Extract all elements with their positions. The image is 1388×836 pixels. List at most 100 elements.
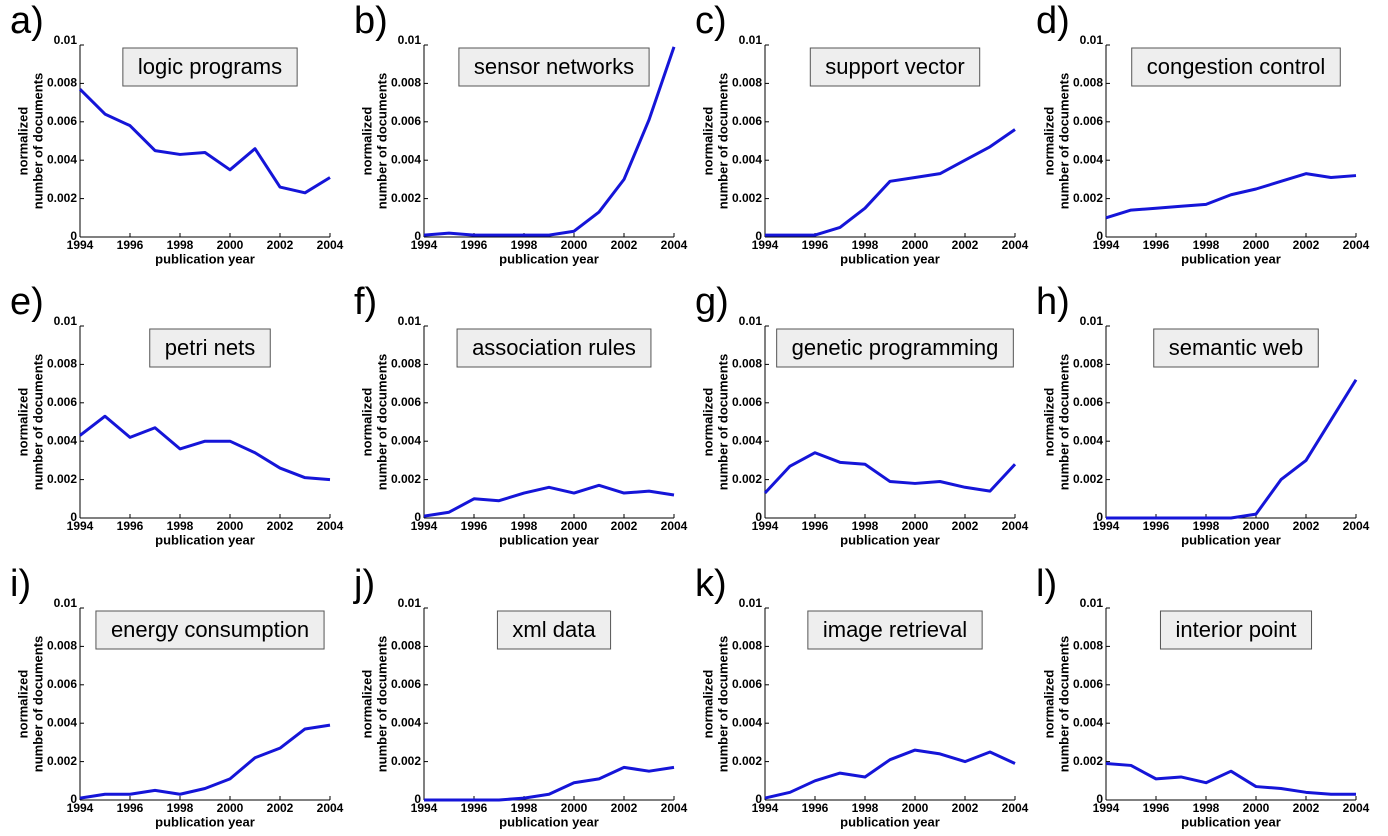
panel-label: d) <box>1036 0 1070 42</box>
data-line <box>1106 378 1358 520</box>
panel-label: b) <box>354 0 388 42</box>
x-tick-label: 1994 <box>67 519 94 533</box>
y-tick-label: 0.006 <box>732 677 762 691</box>
y-tick-label: 0.002 <box>391 472 421 486</box>
data-line <box>763 451 1017 495</box>
y-axis-label: number of documents <box>374 354 389 491</box>
x-tick-label: 1994 <box>752 238 779 252</box>
y-tick-label: 0.008 <box>47 76 77 90</box>
y-tick-label: 0.01 <box>1080 33 1104 47</box>
y-tick-label: 0.002 <box>1073 191 1103 205</box>
x-tick-label: 1998 <box>852 238 879 252</box>
x-tick-label: 2002 <box>1293 801 1320 815</box>
y-tick-label: 0 <box>755 229 762 243</box>
y-axis-label: number of documents <box>1056 636 1071 773</box>
x-tick-label: 1996 <box>117 238 144 252</box>
y-tick-label: 0 <box>1096 510 1103 524</box>
y-axis-label: normalized <box>700 670 715 739</box>
chart-title: image retrieval <box>823 617 967 642</box>
x-tick-label: 2002 <box>611 519 638 533</box>
x-tick-label: 1994 <box>1093 238 1120 252</box>
data-line <box>764 748 1016 800</box>
y-tick-label: 0.008 <box>47 357 77 371</box>
y-axis-label: normalized <box>1041 107 1056 176</box>
y-tick-label: 0.004 <box>732 715 762 729</box>
y-axis-label: number of documents <box>1056 73 1071 210</box>
y-tick-label: 0.01 <box>1080 596 1104 610</box>
x-tick-label: 1998 <box>511 519 538 533</box>
x-tick-label: 1996 <box>461 519 488 533</box>
y-tick-label: 0.01 <box>398 33 422 47</box>
title-box <box>776 328 1014 368</box>
y-tick-label: 0.01 <box>739 596 763 610</box>
chart-title: logic programs <box>138 54 282 79</box>
data-line <box>78 88 331 195</box>
y-axis-label: number of documents <box>715 354 730 491</box>
title-box <box>809 47 981 87</box>
y-tick-label: 0.01 <box>54 596 78 610</box>
x-tick-label: 1996 <box>461 801 488 815</box>
x-axis-label: publication year <box>155 532 255 547</box>
y-tick-label: 0.002 <box>732 191 762 205</box>
data-line <box>79 414 331 482</box>
panel-label: e) <box>10 281 44 323</box>
x-tick-label: 2002 <box>611 238 638 252</box>
x-tick-label: 2004 <box>1002 238 1029 252</box>
panel-label: h) <box>1036 281 1070 323</box>
x-axis-label: publication year <box>499 251 599 266</box>
y-axis-label: number of documents <box>374 73 389 210</box>
panel-label: c) <box>695 0 727 42</box>
x-tick-label: 1998 <box>1193 238 1220 252</box>
x-tick-label: 2000 <box>561 801 588 815</box>
x-tick-label: 2004 <box>317 801 344 815</box>
y-tick-label: 0 <box>70 792 77 806</box>
x-tick-label: 1996 <box>802 238 829 252</box>
title-box <box>1153 328 1319 368</box>
title-box <box>1131 47 1341 87</box>
chart-title: support vector <box>825 54 964 79</box>
y-tick-label: 0 <box>755 792 762 806</box>
y-tick-label: 0.002 <box>1073 754 1103 768</box>
x-tick-label: 1996 <box>117 801 144 815</box>
y-axis-label: number of documents <box>30 636 45 773</box>
x-tick-label: 2004 <box>1002 519 1029 533</box>
x-tick-label: 2000 <box>217 238 244 252</box>
x-tick-label: 2002 <box>611 801 638 815</box>
x-tick-label: 1994 <box>752 519 779 533</box>
y-axis-label: number of documents <box>30 73 45 210</box>
data-line <box>1105 172 1357 220</box>
chart-title: congestion control <box>1147 54 1326 79</box>
y-axis-label: number of documents <box>374 636 389 773</box>
x-tick-label: 1996 <box>1143 238 1170 252</box>
x-tick-label: 2004 <box>1002 801 1029 815</box>
y-tick-label: 0.006 <box>391 395 421 409</box>
chart-title: sensor networks <box>474 54 634 79</box>
x-tick-label: 1994 <box>1093 801 1120 815</box>
title-box <box>807 610 983 650</box>
y-tick-label: 0.008 <box>391 76 421 90</box>
y-tick-label: 0.002 <box>47 754 77 768</box>
x-tick-label: 2002 <box>267 801 294 815</box>
x-tick-label: 1998 <box>1193 801 1220 815</box>
x-tick-label: 2000 <box>217 519 244 533</box>
x-tick-label: 1996 <box>802 519 829 533</box>
chart-title: xml data <box>512 617 596 642</box>
chart-title: semantic web <box>1169 335 1304 360</box>
y-axis-label: normalized <box>700 107 715 176</box>
x-tick-label: 2002 <box>1293 238 1320 252</box>
data-line <box>79 723 331 800</box>
x-tick-label: 1994 <box>752 801 779 815</box>
y-tick-label: 0.004 <box>1073 433 1103 447</box>
y-tick-label: 0.002 <box>391 754 421 768</box>
y-tick-label: 0.006 <box>391 114 421 128</box>
x-tick-label: 1996 <box>1143 519 1170 533</box>
y-tick-label: 0.006 <box>1073 114 1103 128</box>
x-tick-label: 1994 <box>67 801 94 815</box>
y-axis-label: normalized <box>15 388 30 457</box>
y-tick-label: 0 <box>1096 229 1103 243</box>
y-tick-label: 0.002 <box>47 191 77 205</box>
panel-label: l) <box>1036 563 1057 605</box>
y-tick-label: 0.006 <box>1073 395 1103 409</box>
x-tick-label: 1996 <box>461 238 488 252</box>
